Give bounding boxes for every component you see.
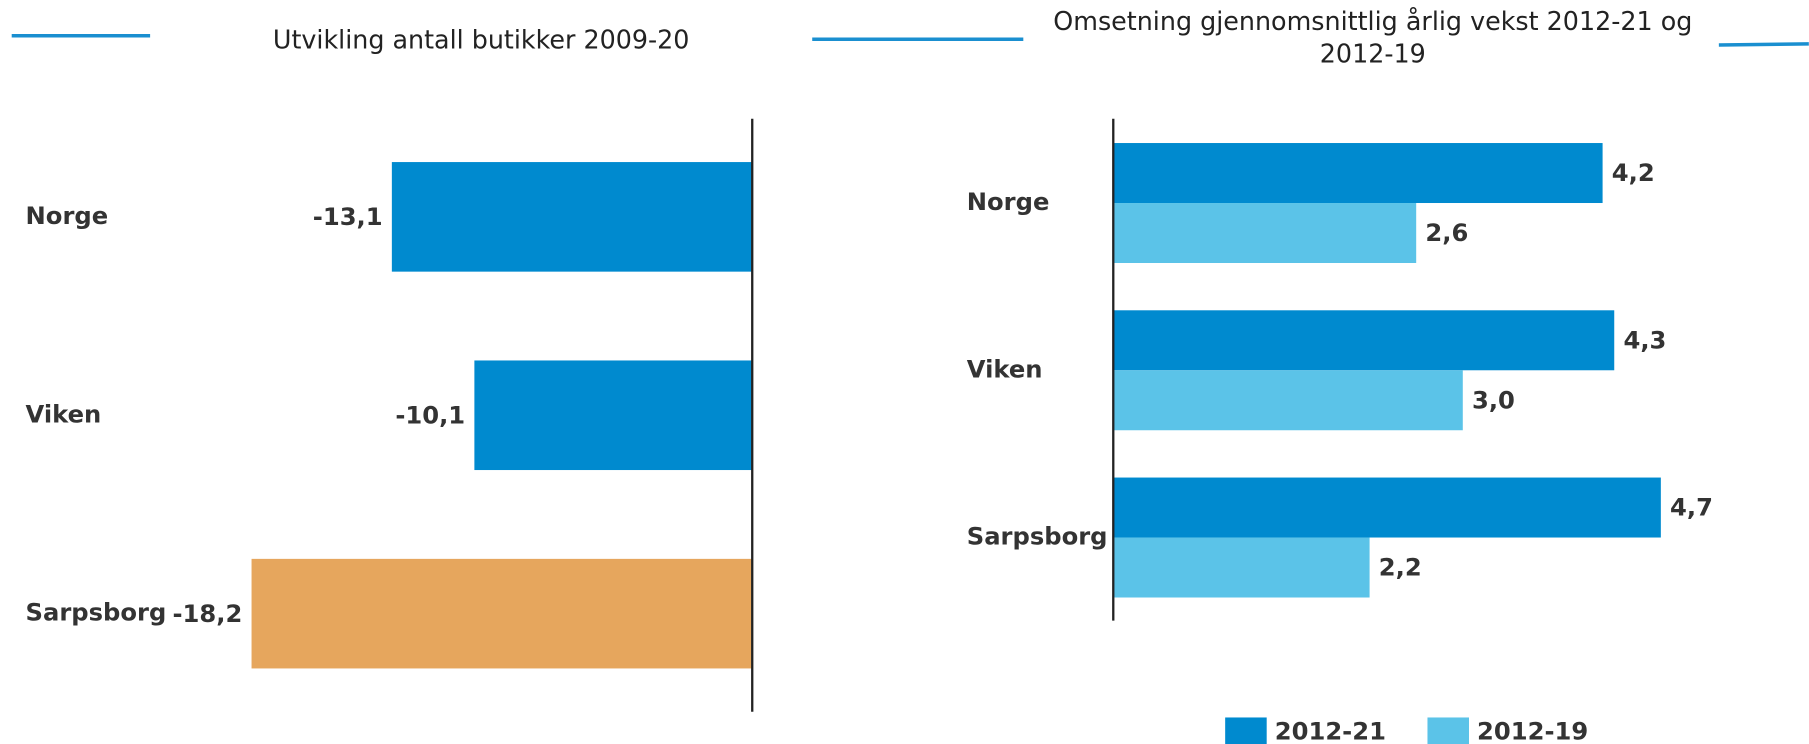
data-label: 4,3 bbox=[1623, 326, 1666, 354]
bar bbox=[1113, 370, 1463, 431]
bar bbox=[391, 162, 753, 272]
legend-label: 2012-19 bbox=[1477, 717, 1588, 744]
chart-title: Utvikling antall butikker 2009-20 bbox=[273, 25, 690, 55]
bar bbox=[1113, 143, 1603, 204]
bar bbox=[1113, 203, 1417, 263]
data-label: 2,2 bbox=[1379, 554, 1422, 582]
legend-swatch bbox=[1225, 717, 1267, 744]
y-tick-label: Norge bbox=[967, 188, 1050, 216]
bar bbox=[1113, 537, 1370, 598]
y-tick-label: Viken bbox=[26, 400, 102, 428]
data-label: 3,0 bbox=[1472, 386, 1515, 414]
chart-title-box: Omsetning gjennomsnittlig årlig vekst 20… bbox=[1053, 8, 1693, 70]
bar bbox=[1113, 477, 1661, 538]
y-tick-label: Viken bbox=[967, 355, 1043, 383]
decor-line bbox=[1718, 42, 1809, 47]
y-tick-label: Sarpsborg bbox=[967, 523, 1108, 551]
data-label: 2,6 bbox=[1425, 219, 1468, 247]
data-label: 4,7 bbox=[1670, 494, 1713, 522]
legend-swatch bbox=[1427, 717, 1469, 744]
y-tick-label: Norge bbox=[26, 202, 109, 230]
chart-title: Omsetning gjennomsnittlig årlig vekst 20… bbox=[1053, 8, 1693, 70]
data-label: 4,2 bbox=[1612, 159, 1655, 187]
y-tick-label: Sarpsborg bbox=[26, 599, 167, 627]
data-label: -18,2 bbox=[173, 600, 243, 628]
bar bbox=[1113, 310, 1615, 371]
data-label: -13,1 bbox=[313, 203, 383, 231]
bar bbox=[474, 360, 753, 471]
legend-label: 2012-21 bbox=[1275, 717, 1386, 744]
data-label: -10,1 bbox=[395, 401, 465, 429]
bar bbox=[251, 558, 753, 669]
